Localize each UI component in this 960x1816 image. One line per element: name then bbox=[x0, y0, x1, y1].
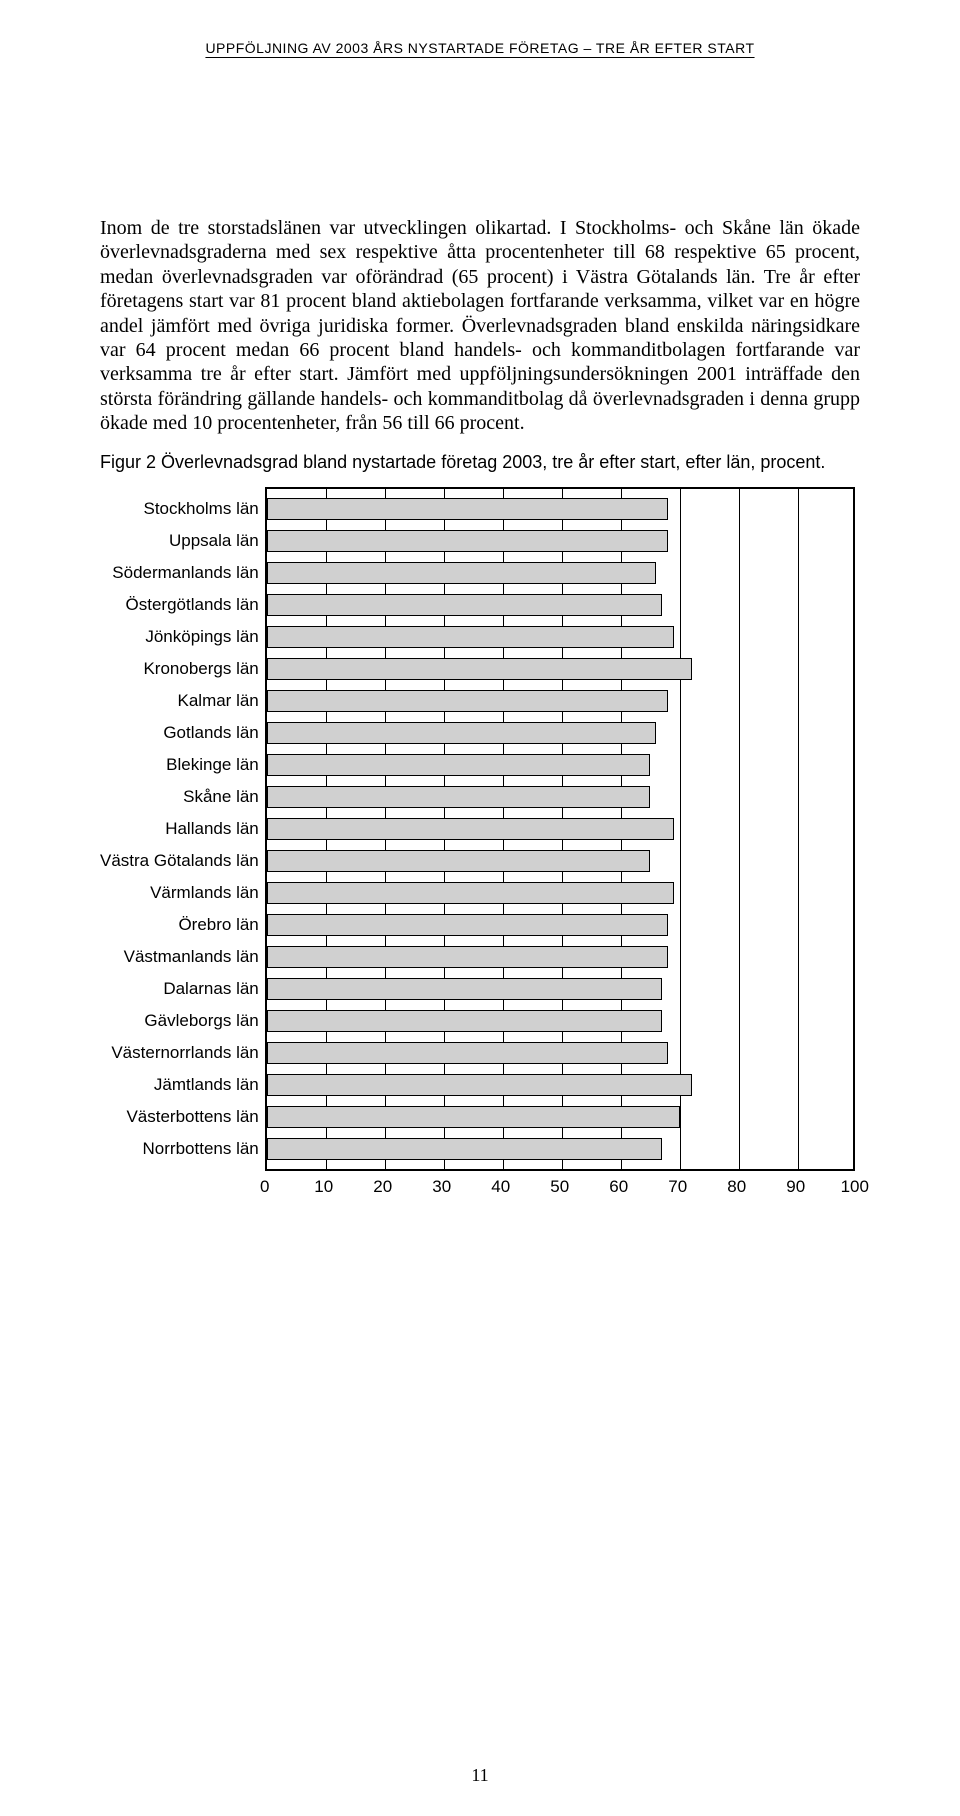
chart-x-tick: 20 bbox=[373, 1177, 392, 1197]
chart-y-label: Stockholms län bbox=[143, 493, 258, 525]
chart-y-label: Västerbottens län bbox=[126, 1101, 258, 1133]
chart-bar bbox=[267, 658, 692, 680]
chart-y-label: Blekinge län bbox=[166, 749, 259, 781]
chart-y-label: Kalmar län bbox=[178, 685, 259, 717]
chart-bar-row bbox=[267, 525, 853, 557]
chart-bar bbox=[267, 562, 656, 584]
chart-bar bbox=[267, 818, 674, 840]
chart-bar bbox=[267, 978, 662, 1000]
chart-bar-row bbox=[267, 1005, 853, 1037]
chart-y-label: Örebro län bbox=[178, 909, 258, 941]
chart-y-label: Västmanlands län bbox=[124, 941, 259, 973]
chart-bar bbox=[267, 850, 651, 872]
chart-bar bbox=[267, 1106, 680, 1128]
chart-bar bbox=[267, 530, 668, 552]
chart-y-label: Södermanlands län bbox=[112, 557, 258, 589]
chart-y-label: Jönköpings län bbox=[145, 621, 258, 653]
chart-bar bbox=[267, 914, 668, 936]
chart-bars bbox=[267, 489, 853, 1169]
chart-y-label: Västernorrlands län bbox=[111, 1037, 258, 1069]
chart-bar bbox=[267, 722, 656, 744]
chart-bar bbox=[267, 1138, 662, 1160]
chart-bar-row bbox=[267, 845, 853, 877]
chart-y-label: Uppsala län bbox=[169, 525, 259, 557]
chart-bar bbox=[267, 786, 651, 808]
chart-bar bbox=[267, 498, 668, 520]
chart-bar-row bbox=[267, 749, 853, 781]
chart-bar-row bbox=[267, 781, 853, 813]
chart-y-label: Norrbottens län bbox=[143, 1133, 259, 1165]
chart-bar-row bbox=[267, 621, 853, 653]
chart-bar-row bbox=[267, 909, 853, 941]
chart-bar-row bbox=[267, 941, 853, 973]
chart-bar bbox=[267, 754, 651, 776]
page-number: 11 bbox=[0, 1765, 960, 1786]
chart-bar-row bbox=[267, 1101, 853, 1133]
chart-bar-row bbox=[267, 877, 853, 909]
chart-y-label: Östergötlands län bbox=[126, 589, 259, 621]
chart-bar-row bbox=[267, 813, 853, 845]
chart-gridline bbox=[798, 489, 799, 1169]
chart-x-tick: 50 bbox=[550, 1177, 569, 1197]
chart-bar bbox=[267, 946, 668, 968]
chart-bar bbox=[267, 626, 674, 648]
chart-bar bbox=[267, 690, 668, 712]
chart-bar-row bbox=[267, 1133, 853, 1165]
chart-x-tick: 70 bbox=[668, 1177, 687, 1197]
chart-bar bbox=[267, 882, 674, 904]
chart-x-tick: 90 bbox=[786, 1177, 805, 1197]
chart-y-label: Gävleborgs län bbox=[144, 1005, 258, 1037]
figure-caption: Figur 2 Överlevnadsgrad bland nystartade… bbox=[100, 452, 860, 473]
chart-x-tick: 60 bbox=[609, 1177, 628, 1197]
chart-plot-column: 0102030405060708090100 bbox=[265, 487, 855, 1203]
chart-x-tick: 100 bbox=[841, 1177, 869, 1197]
chart-bar-row bbox=[267, 973, 853, 1005]
chart-bar-row bbox=[267, 685, 853, 717]
chart-x-tick: 30 bbox=[432, 1177, 451, 1197]
chart-bar-row bbox=[267, 493, 853, 525]
chart-x-axis: 0102030405060708090100 bbox=[265, 1171, 855, 1203]
chart-y-label: Hallands län bbox=[165, 813, 259, 845]
chart-bar-row bbox=[267, 589, 853, 621]
chart-bar-row bbox=[267, 717, 853, 749]
chart-x-tick: 0 bbox=[260, 1177, 269, 1197]
document-page: UPPFÖLJNING AV 2003 ÅRS NYSTARTADE FÖRET… bbox=[0, 0, 960, 1816]
body-paragraph-1: Inom de tre storstadslänen var utvecklin… bbox=[100, 216, 860, 436]
chart-bar-row bbox=[267, 653, 853, 685]
chart-y-label: Skåne län bbox=[183, 781, 259, 813]
chart-y-label: Värmlands län bbox=[150, 877, 259, 909]
chart-bar-row bbox=[267, 557, 853, 589]
survival-chart: Stockholms länUppsala länSödermanlands l… bbox=[100, 487, 860, 1203]
chart-x-tick: 80 bbox=[727, 1177, 746, 1197]
chart-y-label: Gotlands län bbox=[163, 717, 258, 749]
chart-bar-row bbox=[267, 1037, 853, 1069]
chart-y-label: Västra Götalands län bbox=[100, 845, 259, 877]
chart-bar-row bbox=[267, 1069, 853, 1101]
chart-bar bbox=[267, 1074, 692, 1096]
chart-x-tick: 40 bbox=[491, 1177, 510, 1197]
page-header: UPPFÖLJNING AV 2003 ÅRS NYSTARTADE FÖRET… bbox=[100, 40, 860, 56]
chart-y-label: Jämtlands län bbox=[154, 1069, 259, 1101]
chart-plot-area bbox=[265, 487, 855, 1171]
chart-gridline bbox=[680, 489, 681, 1169]
chart-bar bbox=[267, 1010, 662, 1032]
chart-y-label: Kronobergs län bbox=[143, 653, 258, 685]
chart-y-label: Dalarnas län bbox=[163, 973, 258, 1005]
chart-bar bbox=[267, 1042, 668, 1064]
chart-x-tick: 10 bbox=[314, 1177, 333, 1197]
chart-y-labels: Stockholms länUppsala länSödermanlands l… bbox=[100, 487, 265, 1203]
chart-gridline bbox=[739, 489, 740, 1169]
chart-bar bbox=[267, 594, 662, 616]
